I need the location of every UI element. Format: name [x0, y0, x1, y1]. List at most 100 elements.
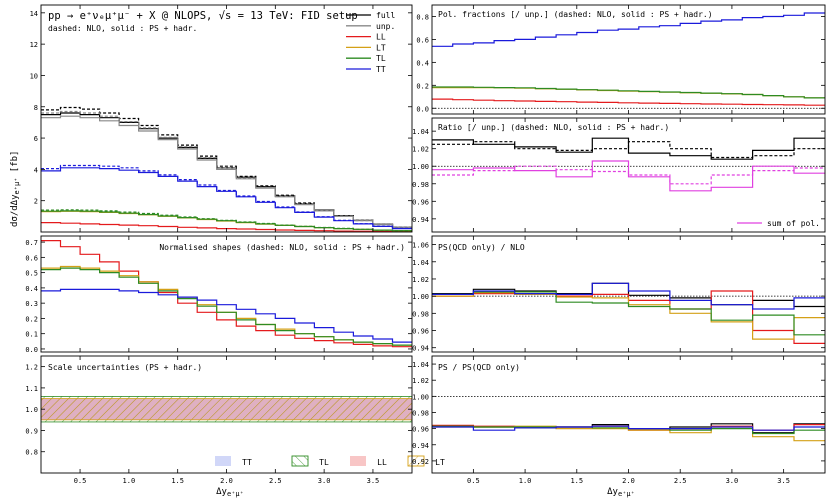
plot-area-scale [41, 396, 412, 423]
plot-area-ps_ratio [432, 395, 825, 442]
ytick-label-ratio: 1.00 [412, 163, 429, 171]
ytick-label-scale: 1.1 [25, 385, 38, 393]
series-main-tt-dashed [41, 164, 412, 229]
series-norm-lt [41, 265, 412, 346]
ytick-label-ps_ratio: 1.04 [412, 361, 429, 369]
title-ps_qcd: PS(QCD only) / NLO [438, 243, 525, 252]
ytick-label-scale: 1.0 [25, 406, 38, 414]
legend-label-unp: unp. [376, 22, 395, 31]
series-ratio-full-dashed [432, 141, 825, 159]
series-ps_ratio-tt [432, 425, 825, 431]
title-ratio: Ratio [/ unp.] (dashed: NLO, solid : PS … [438, 123, 669, 132]
series-main-unp-dashed [41, 110, 412, 229]
title-fractions: Pol. fractions [/ unp.] (dashed: NLO, so… [438, 10, 713, 19]
ytick-label-main: 6 [34, 135, 38, 143]
panel-ps_qcd: 0.94 0.96 0.98 1.00 1.02 1.04 1.06 PS(QCD only)… [412, 235, 826, 353]
plot-area-main [41, 106, 412, 232]
ytick-label-ratio: 1.04 [412, 128, 429, 136]
series-ratio-sum-solid [432, 160, 825, 192]
series-ps_qcd-tt [432, 282, 825, 310]
series-main-full-dashed [41, 106, 412, 228]
ytick-label-ps_qcd: 1.04 [412, 259, 429, 267]
panel-scale: 0.8 0.9 1.0 1.1 1.2 0.5 1.0 1.5 2.0 2.5 3.0 3.5 TT TL… [25, 355, 445, 485]
frame-norm [40, 235, 413, 353]
legend-swatch-TT [215, 456, 231, 466]
ytick-label-scale: 1.2 [25, 364, 38, 372]
series-fractions-ll [432, 98, 825, 106]
series-norm-ll [41, 240, 412, 348]
title-norm: Normalised shapes (dashed: NLO, solid : … [159, 243, 405, 252]
ytick-label-main: 14 [30, 10, 38, 18]
ytick-label-ratio: 0.96 [412, 198, 429, 206]
ytick-label-norm: 0.3 [25, 300, 38, 308]
panel-norm: 0.0 0.1 0.2 0.3 0.4 0.5 0.6 0.7 Normalised shape… [25, 235, 413, 354]
plot-area-ps_qcd [432, 282, 825, 344]
series-main-tl-dashed [41, 209, 412, 232]
ytick-label-ratio: 0.98 [412, 181, 429, 189]
ytick-label-ps_ratio: 0.98 [412, 409, 429, 417]
legend-label-LT: LT [435, 458, 445, 467]
xlabel-right: Δye⁺μ⁺ [607, 487, 635, 498]
ytick-label-norm: 0.5 [25, 270, 38, 278]
xtick-label-ps_ratio: 2.0 [622, 477, 635, 485]
ytick-label-ps_qcd: 0.98 [412, 310, 429, 318]
ytick-label-ps_qcd: 1.06 [412, 242, 429, 250]
ytick-label-fractions: 0.2 [416, 82, 429, 90]
frame-ps_qcd [431, 235, 826, 353]
xtick-label-scale: 2.0 [220, 477, 233, 485]
panel-fractions: 0.0 0.2 0.4 0.6 0.8 Pol. fractions [/ unp.] (… [416, 4, 826, 115]
legend-label-TL: TL [319, 458, 329, 467]
ytick-label-scale: 0.8 [25, 449, 38, 457]
ytick-label-norm: 0.7 [25, 239, 38, 247]
svg-text:dσ/dΔye⁺μ⁺ [fb]: dσ/dΔye⁺μ⁺ [fb] [10, 151, 21, 227]
ytick-label-main: 8 [34, 104, 38, 112]
xtick-label-ps_ratio: 3.0 [726, 477, 739, 485]
ytick-label-ps_qcd: 1.02 [412, 276, 429, 284]
plot-area-norm [41, 240, 412, 348]
ytick-label-ps_qcd: 0.94 [412, 345, 429, 353]
legend-swatch-LT [407, 455, 425, 467]
legend-label-LL: LL [376, 33, 386, 42]
legend-label-LT: LT [376, 43, 386, 52]
xtick-label-ps_ratio: 1.0 [519, 477, 532, 485]
ytick-label-ps_ratio: 0.96 [412, 426, 429, 434]
ytick-label-ps_ratio: 1.02 [412, 377, 429, 385]
xlabel-left: Δye⁺μ⁺ [216, 487, 244, 498]
ytick-label-scale: 0.9 [25, 427, 38, 435]
ytick-label-norm: 0.1 [25, 331, 38, 339]
title-ps_ratio: PS / PS(QCD only) [438, 363, 520, 372]
frame-main [40, 4, 413, 233]
series-fractions-lt [432, 87, 825, 99]
ytick-label-norm: 0.2 [25, 315, 38, 323]
frame-ratio [431, 117, 826, 233]
legend-label-full: full [376, 11, 395, 20]
xtick-label-scale: 2.5 [269, 477, 282, 485]
ytick-label-norm: 0.6 [25, 254, 38, 262]
series-norm-tt [41, 288, 412, 343]
xtick-label-scale: 3.0 [318, 477, 331, 485]
legend-label-TT: TT [242, 458, 252, 467]
legend-label-LL: LL [377, 458, 387, 467]
ytick-label-ps_ratio: 1.00 [412, 393, 429, 401]
ytick-label-main: 12 [30, 41, 38, 49]
ytick-label-ps_ratio: 0.94 [412, 442, 429, 450]
legend-label-TT: TT [376, 65, 386, 74]
ytick-label-ps_qcd: 1.00 [412, 293, 429, 301]
series-ps_qcd-lt [432, 292, 825, 340]
frame-fractions [431, 4, 826, 115]
main-title: pp → e⁺νₑμ⁺μ⁻ + X @ NLOPS, √s = 13 TeV: … [48, 10, 358, 22]
xtick-label-scale: 1.5 [171, 477, 184, 485]
series-fractions-tl [432, 86, 825, 99]
xtick-label-scale: 1.0 [123, 477, 136, 485]
xtick-label-ps_ratio: 1.5 [570, 477, 583, 485]
plot-area-ratio [432, 137, 825, 192]
series-fractions-tt [432, 12, 825, 47]
frame-ps_ratio [431, 355, 826, 474]
frame-scale [40, 355, 413, 474]
series-main-tt-solid [41, 167, 412, 230]
ytick-label-main: 4 [34, 166, 38, 174]
series-ps_ratio-lt [432, 425, 825, 442]
main-subtitle: dashed: NLO, solid : PS + hadr. [48, 24, 197, 33]
xtick-label-ps_ratio: 3.5 [777, 477, 790, 485]
